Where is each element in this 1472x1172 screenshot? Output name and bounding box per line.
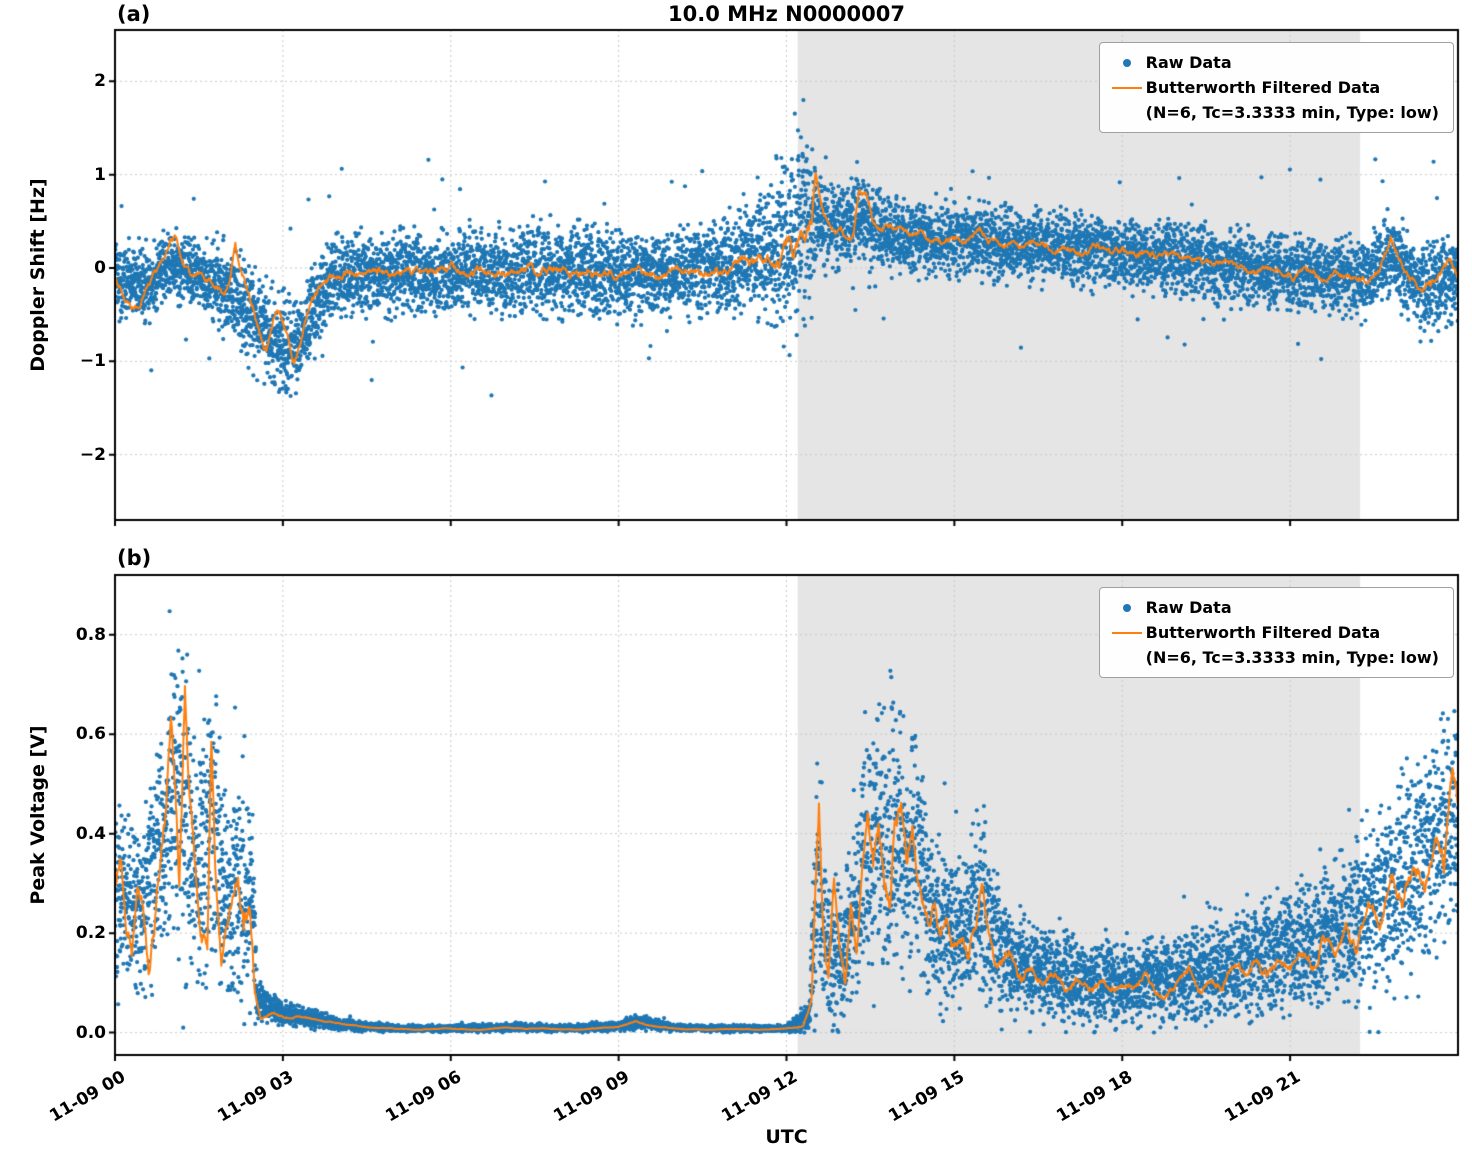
- raw-data-marker-icon: [1108, 58, 1146, 67]
- legend-raw-label: Raw Data: [1145, 598, 1232, 617]
- x-axis-label: UTC: [765, 1126, 808, 1148]
- legend-row-raw: Raw Data: [1108, 50, 1439, 75]
- y-tick-label: 0.0: [75, 1022, 106, 1043]
- panel-a-label: (a): [117, 2, 151, 26]
- legend-raw-label: Raw Data: [1145, 53, 1232, 72]
- legend-row-filtered: Butterworth Filtered Data: [1108, 75, 1439, 100]
- panel-b-label: (b): [117, 546, 152, 570]
- legend-filtered-label: Butterworth Filtered Data: [1145, 78, 1381, 97]
- y-tick-label: −1: [79, 351, 106, 372]
- chart-title: 10.0 MHz N0000007: [668, 2, 905, 26]
- y-tick-label: 0.2: [75, 923, 106, 944]
- legend-row-filtered-sub: (N=6, Tc=3.3333 min, Type: low): [1108, 645, 1439, 670]
- y-tick-label: 0: [94, 258, 106, 278]
- y-tick-label: 0.8: [75, 624, 106, 645]
- legend-panel-a: Raw Data Butterworth Filtered Data (N=6,…: [1098, 42, 1454, 133]
- y-tick-label: 0.6: [75, 724, 106, 745]
- y-tick-label: 2: [94, 71, 106, 92]
- raw-data-marker-icon: [1108, 603, 1146, 612]
- legend-filtered-sublabel: (N=6, Tc=3.3333 min, Type: low): [1145, 648, 1439, 667]
- y-tick-label: 1: [94, 164, 106, 185]
- y-axis-label-voltage: Peak Voltage [V]: [27, 725, 49, 905]
- filtered-line-marker-icon: [1108, 86, 1146, 89]
- legend-row-filtered-sub: (N=6, Tc=3.3333 min, Type: low): [1108, 100, 1439, 125]
- legend-filtered-label: Butterworth Filtered Data: [1145, 623, 1381, 642]
- y-tick-label: −2: [79, 444, 106, 465]
- filtered-line-marker-icon: [1108, 631, 1146, 634]
- legend-row-filtered: Butterworth Filtered Data: [1108, 620, 1439, 645]
- y-tick-label: 0.4: [75, 823, 106, 844]
- legend-filtered-sublabel: (N=6, Tc=3.3333 min, Type: low): [1145, 103, 1439, 122]
- legend-panel-b: Raw Data Butterworth Filtered Data (N=6,…: [1098, 587, 1454, 678]
- legend-row-raw: Raw Data: [1108, 595, 1439, 620]
